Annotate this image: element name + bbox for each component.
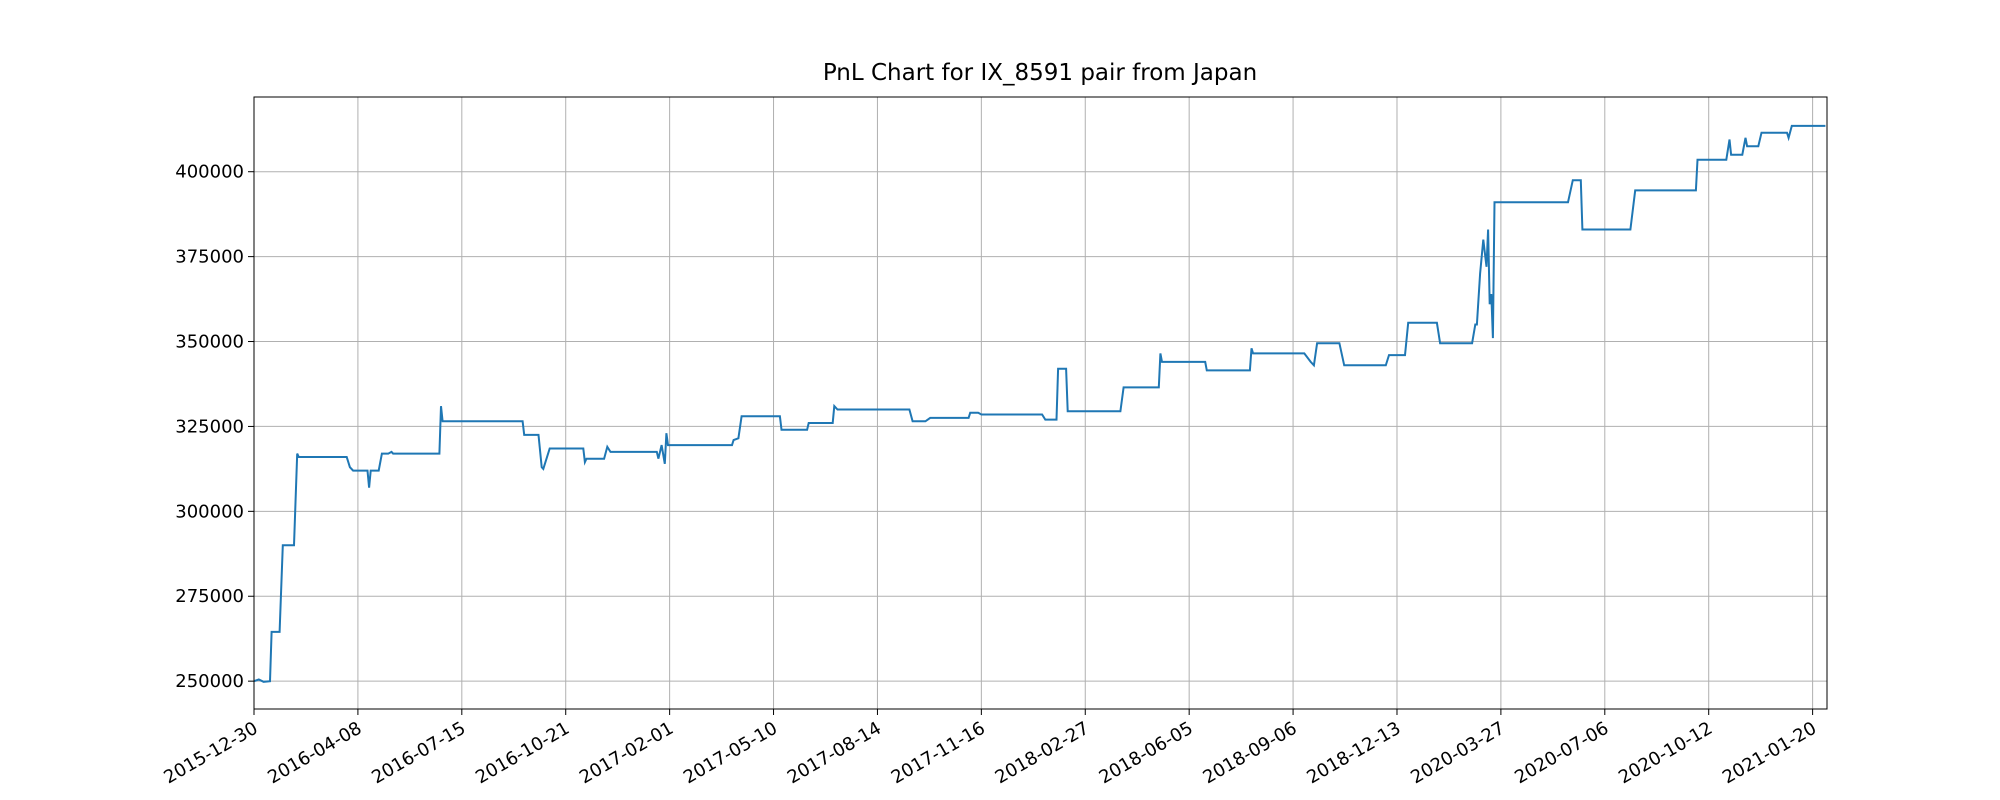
y-tick-label: 325000 bbox=[175, 416, 244, 437]
x-tick-label: 2016-04-08 bbox=[264, 718, 365, 788]
x-tick-label: 2018-09-06 bbox=[1199, 718, 1300, 788]
x-tick-label: 2016-10-21 bbox=[472, 718, 573, 788]
x-tick-label: 2017-02-01 bbox=[576, 718, 677, 788]
plot-frame bbox=[253, 96, 1828, 710]
y-tick-label: 375000 bbox=[175, 247, 244, 268]
x-tick-label: 2021-01-20 bbox=[1719, 718, 1820, 788]
x-tick-label: 2020-03-27 bbox=[1407, 718, 1508, 788]
x-tick-label: 2017-11-16 bbox=[888, 718, 989, 788]
chart-title: PnL Chart for IX_8591 pair from Japan bbox=[823, 60, 1257, 86]
x-tick-label: 2018-12-13 bbox=[1303, 718, 1404, 788]
x-tick-label: 2017-08-14 bbox=[784, 718, 885, 788]
y-tick-label: 300000 bbox=[175, 501, 244, 522]
x-tick-label: 2018-06-05 bbox=[1096, 718, 1197, 788]
x-tick-label: 2020-07-06 bbox=[1511, 718, 1612, 788]
y-tick-label: 275000 bbox=[175, 586, 244, 607]
pnl-line bbox=[253, 124, 1826, 683]
x-tick-label: 2020-10-12 bbox=[1615, 718, 1716, 788]
x-tick-label: 2018-02-27 bbox=[992, 718, 1093, 788]
y-tick-label: 250000 bbox=[175, 671, 244, 692]
x-tick-label: 2016-07-15 bbox=[368, 718, 469, 788]
y-tick-label: 400000 bbox=[175, 162, 244, 183]
y-tick-label: 350000 bbox=[175, 332, 244, 353]
x-tick-label: 2017-05-10 bbox=[680, 718, 781, 788]
x-tick-label: 2015-12-30 bbox=[160, 718, 261, 788]
